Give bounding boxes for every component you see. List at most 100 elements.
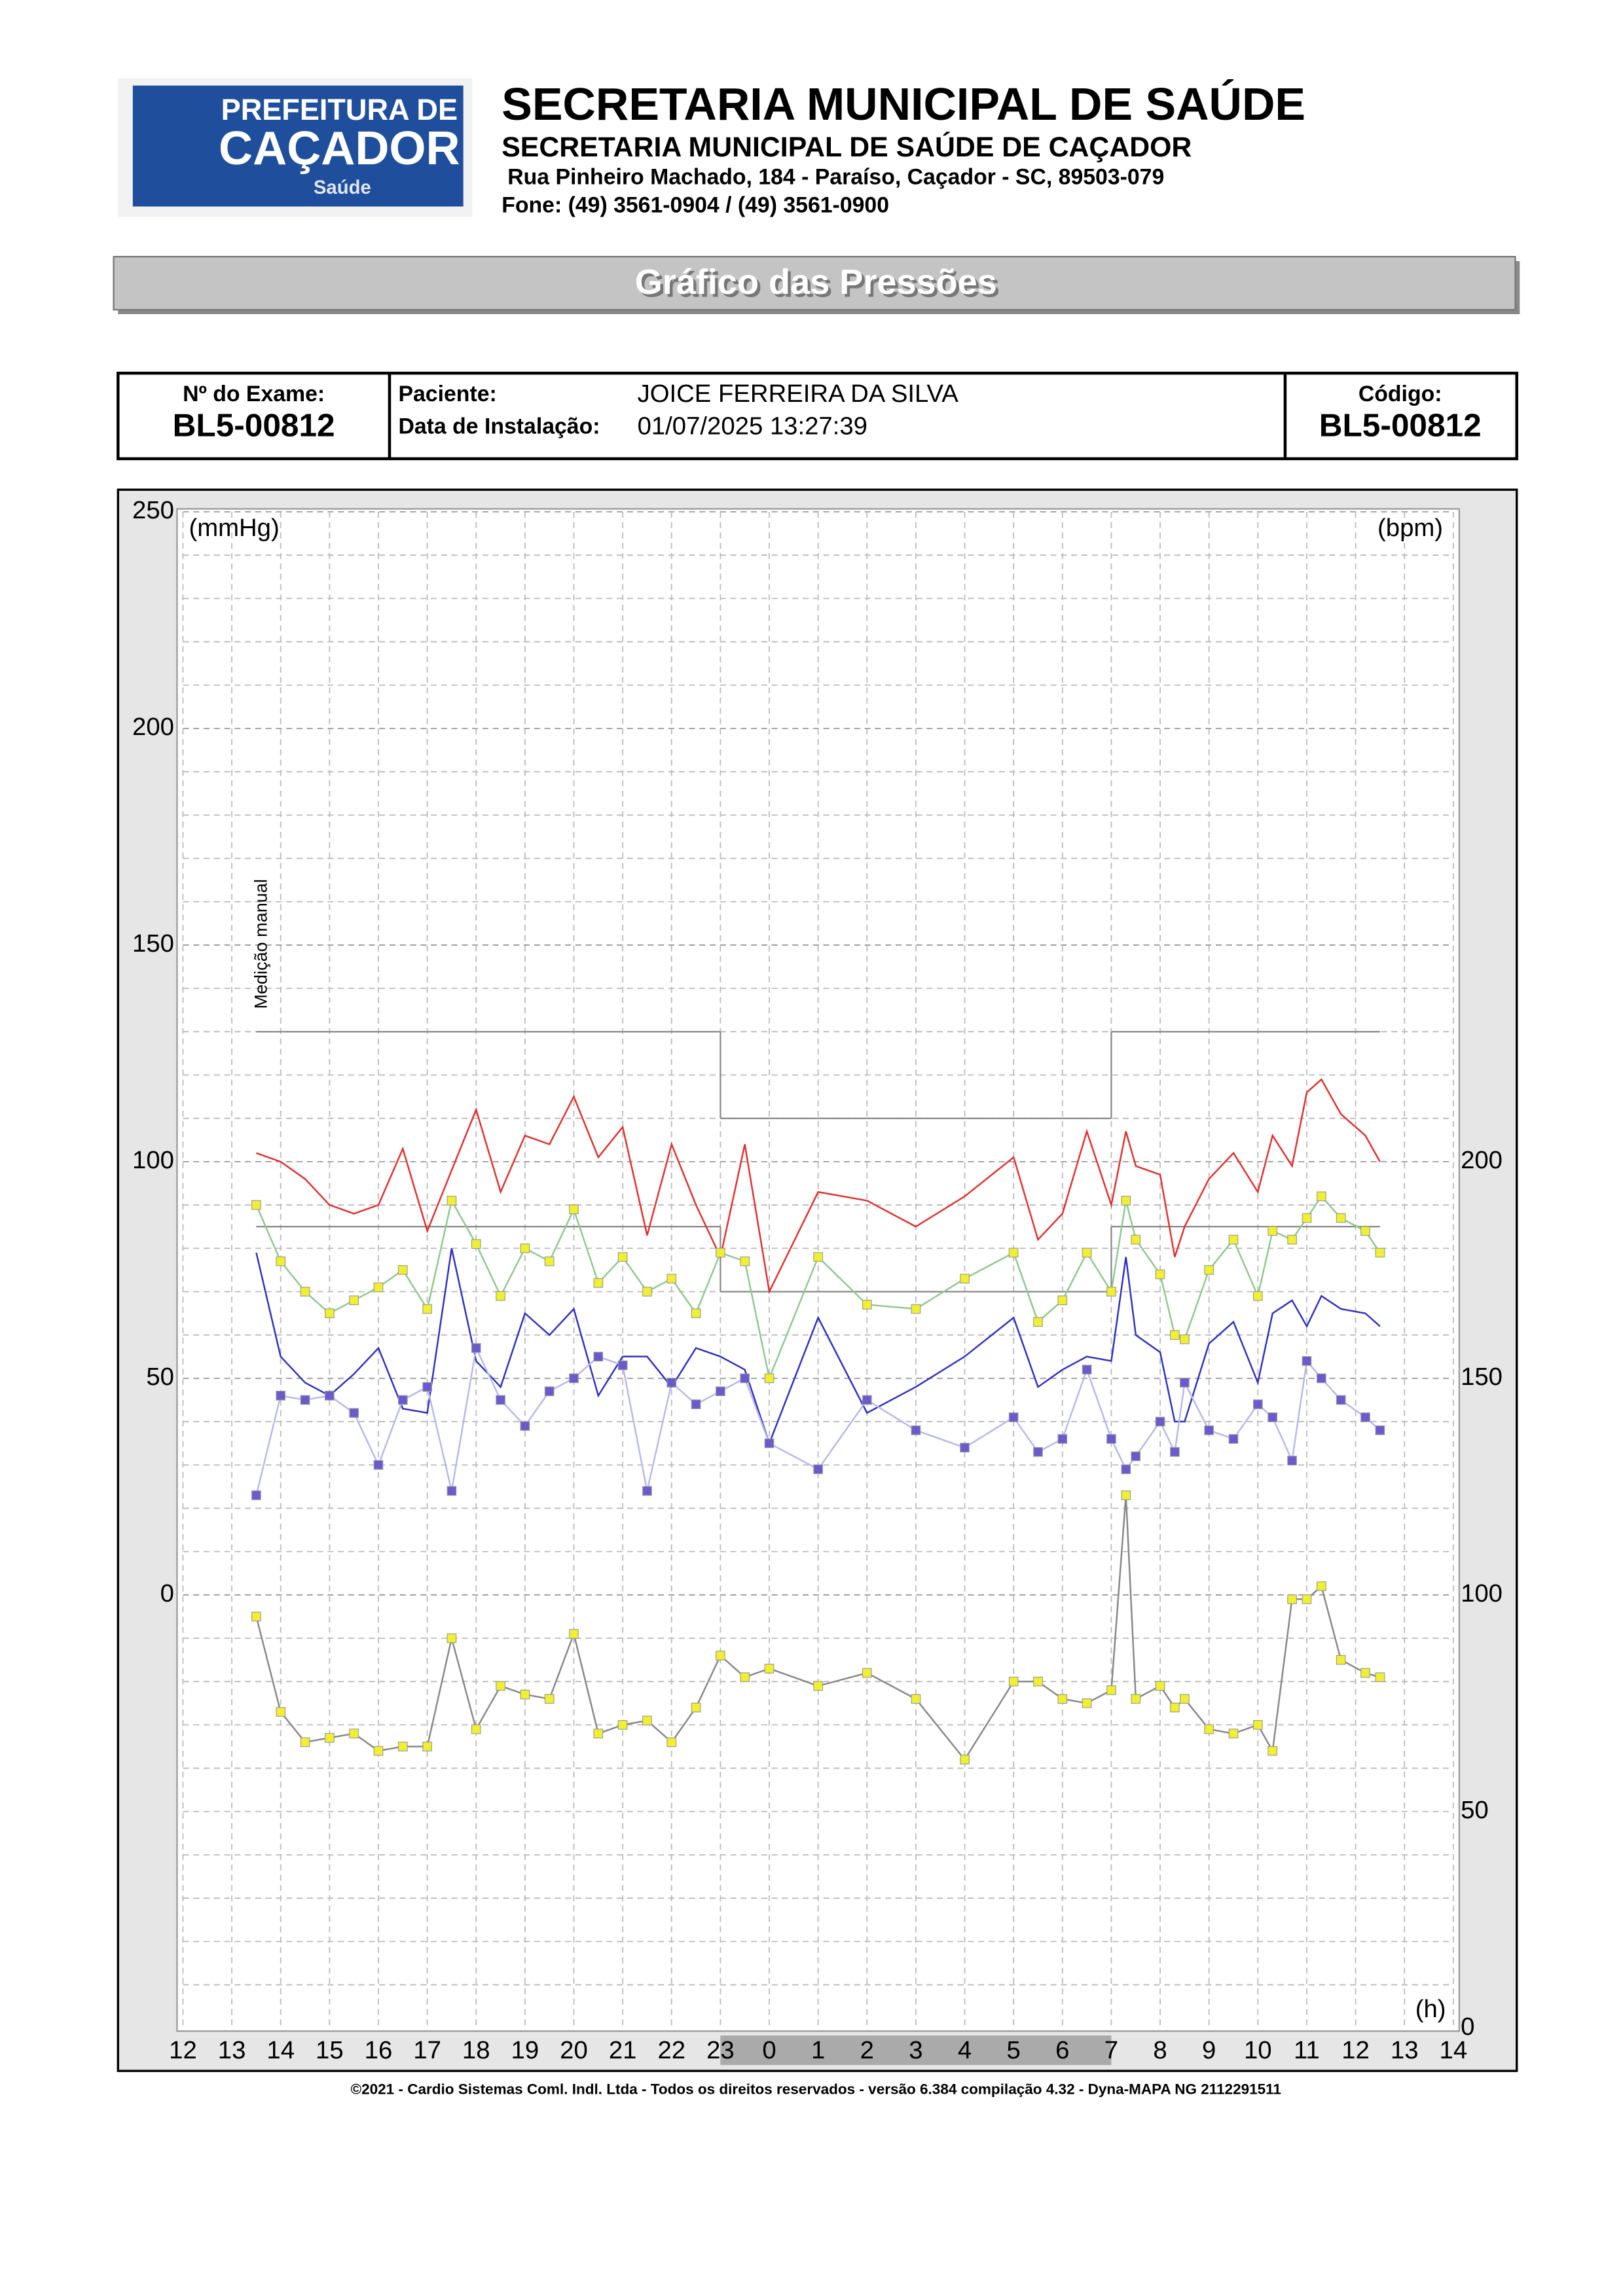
x-tick-label: 15: [316, 2036, 344, 2064]
point: [1180, 1378, 1190, 1388]
point: [1008, 1412, 1019, 1422]
point: [764, 1373, 775, 1384]
point: [862, 1668, 872, 1678]
x-axis-label: (h): [1415, 1995, 1446, 2023]
series-line: [255, 1194, 1381, 1382]
point: [1336, 1655, 1346, 1665]
point: [1302, 1213, 1312, 1223]
y-tick-label: 150: [132, 929, 174, 958]
point: [251, 1490, 261, 1500]
point: [593, 1352, 604, 1362]
point: [764, 1438, 775, 1448]
code-label: Código:: [1359, 382, 1442, 406]
y2-tick-label: 200: [1461, 1146, 1503, 1174]
x-tick-label: 1: [811, 2036, 825, 2064]
point: [1008, 1676, 1019, 1687]
point: [325, 1391, 335, 1401]
x-tick-label: 8: [1153, 2036, 1167, 2064]
series-line: [255, 1345, 1381, 1496]
point: [422, 1742, 432, 1751]
point: [471, 1239, 481, 1249]
x-tick-label: 9: [1202, 2036, 1216, 2064]
x-tick-label: 6: [1055, 2036, 1069, 2064]
point: [1082, 1247, 1092, 1258]
point: [544, 1256, 555, 1266]
point: [1287, 1456, 1297, 1465]
point: [496, 1681, 505, 1691]
point: [593, 1729, 604, 1738]
point: [520, 1689, 530, 1700]
point: [911, 1425, 921, 1435]
point: [1287, 1594, 1297, 1604]
x-tick-label: 4: [958, 2036, 972, 2064]
point: [1252, 1399, 1263, 1409]
point: [1336, 1395, 1346, 1405]
point: [1131, 1451, 1141, 1462]
night-band: [720, 2036, 1112, 2066]
y2-tick-label: 100: [1461, 1579, 1503, 1607]
x-tick-label: 19: [511, 2036, 539, 2064]
point: [1375, 1247, 1385, 1258]
point: [716, 1386, 725, 1397]
point: [1082, 1365, 1092, 1374]
point: [1180, 1694, 1190, 1704]
y2-axis-label: (bpm): [1377, 514, 1443, 542]
point: [1252, 1720, 1263, 1730]
point: [373, 1282, 384, 1293]
x-tick-label: 14: [1440, 2036, 1468, 2064]
point: [1082, 1698, 1092, 1708]
point: [1287, 1234, 1297, 1245]
info-box: [117, 371, 1518, 461]
point: [1057, 1295, 1068, 1306]
x-tick-label: 18: [462, 2036, 490, 2064]
install-label: Data de Instalação:: [398, 414, 600, 439]
point: [1121, 1196, 1131, 1206]
y-tick-label: 0: [160, 1579, 174, 1607]
point: [960, 1755, 970, 1765]
x-tick-label: 14: [266, 2036, 295, 2064]
point: [1375, 1425, 1385, 1435]
x-tick-label: 23: [706, 2036, 735, 2064]
point: [862, 1300, 872, 1310]
x-tick-label: 11: [1294, 2036, 1320, 2064]
point: [349, 1408, 359, 1418]
point: [691, 1702, 701, 1713]
point: [716, 1247, 725, 1258]
point: [642, 1715, 652, 1726]
point: [960, 1274, 970, 1283]
point: [569, 1629, 579, 1639]
point: [397, 1265, 408, 1275]
address: Rua Pinheiro Machado, 184 - Paraíso, Caç…: [507, 165, 1164, 190]
point: [642, 1486, 652, 1496]
point: [617, 1360, 628, 1371]
point: [496, 1395, 505, 1405]
point: [1204, 1724, 1214, 1734]
banner-text: Gráfico das Pressões: [635, 262, 997, 302]
y-axis-label: (mmHg): [189, 514, 279, 542]
point: [1336, 1213, 1346, 1223]
point: [251, 1611, 261, 1622]
point: [1360, 1412, 1370, 1422]
point: [300, 1287, 310, 1297]
logo-crest: [132, 85, 210, 207]
point: [447, 1633, 457, 1643]
point: [1375, 1672, 1385, 1682]
point: [911, 1694, 921, 1704]
phone: Fone: (49) 3561-0904 / (49) 3561-0900: [501, 192, 889, 217]
logo-box: [210, 85, 464, 207]
point: [544, 1386, 555, 1397]
point: [1317, 1373, 1326, 1384]
x-tick-label: 20: [560, 2036, 588, 2064]
patient: JOICE FERREIRA DA SILVA: [638, 380, 959, 408]
point: [373, 1460, 384, 1470]
x-tick-label: 5: [1007, 2036, 1021, 2064]
x-tick-label: 12: [1341, 2036, 1370, 2064]
logo-text: CAÇADOR: [219, 122, 460, 175]
logo-text: PREFEITURA DE: [221, 93, 458, 126]
point: [617, 1252, 628, 1262]
exam-label: Nº do Exame:: [183, 382, 325, 406]
x-tick-label: 2: [860, 2036, 874, 2064]
x-tick-label: 13: [1391, 2036, 1419, 2064]
point: [520, 1243, 530, 1253]
